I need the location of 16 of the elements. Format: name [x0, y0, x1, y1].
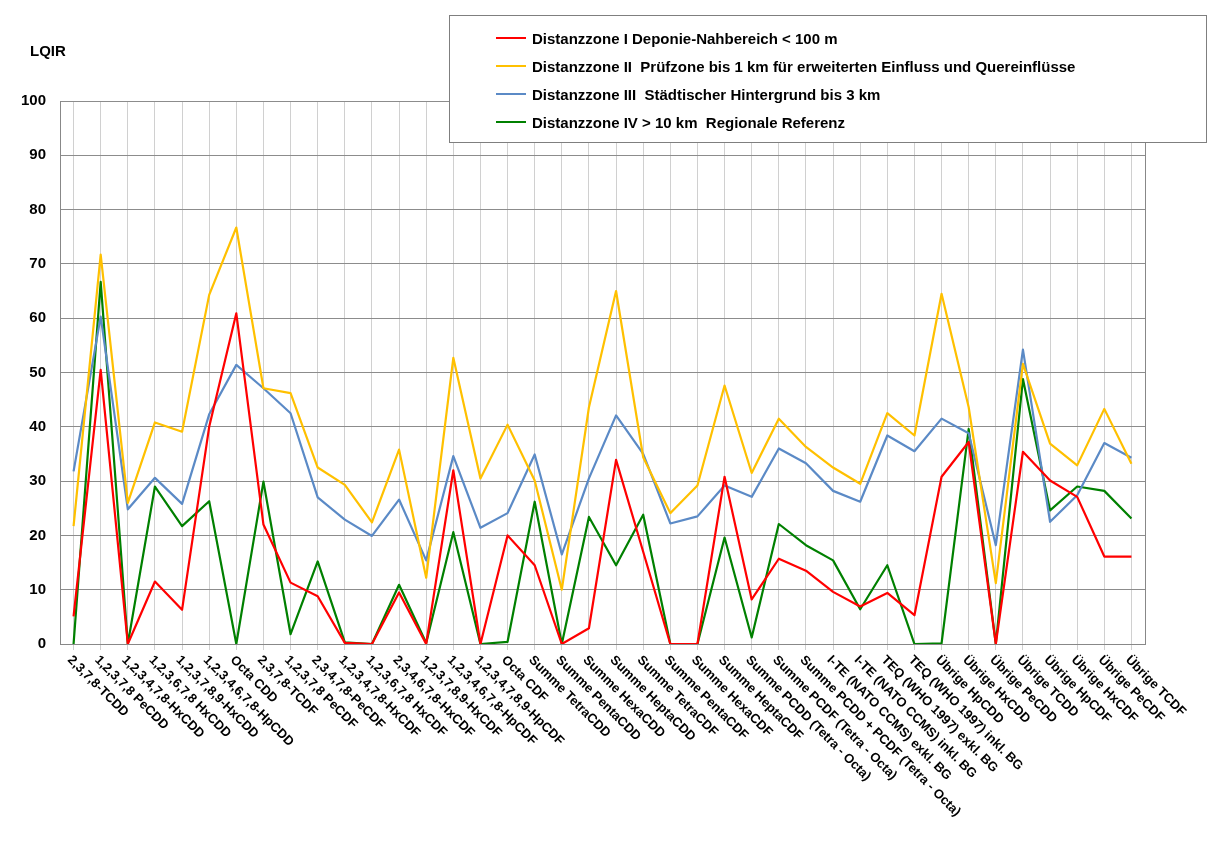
legend-label: Distanzzone III Städtischer Hintergrund bis 3 km — [532, 85, 881, 103]
y-tick-label: 0 — [37, 634, 46, 652]
y-tick-label: 20 — [29, 525, 46, 543]
y-tick-label: 40 — [29, 416, 46, 434]
y-tick-label: 100 — [20, 91, 46, 109]
y-tick-label: 80 — [29, 199, 46, 217]
y-axis-title: LQIR — [30, 42, 66, 60]
legend-label: Distanzzone II Prüfzone bis 1 km für erweiterten Einfluss und Quereinflüsse — [532, 57, 1076, 75]
y-tick-label: 60 — [29, 308, 46, 326]
legend-label: Distanzzone IV > 10 km Regionale Referenz — [532, 113, 846, 131]
legend-label: Distanzzone I Deponie-Nahbereich < 100 m — [532, 29, 838, 47]
y-tick-label: 90 — [29, 145, 46, 163]
y-tick-label: 70 — [29, 254, 46, 272]
y-tick-label: 30 — [29, 471, 46, 489]
y-tick-label: 10 — [29, 579, 46, 597]
y-tick-label: 50 — [29, 362, 46, 380]
